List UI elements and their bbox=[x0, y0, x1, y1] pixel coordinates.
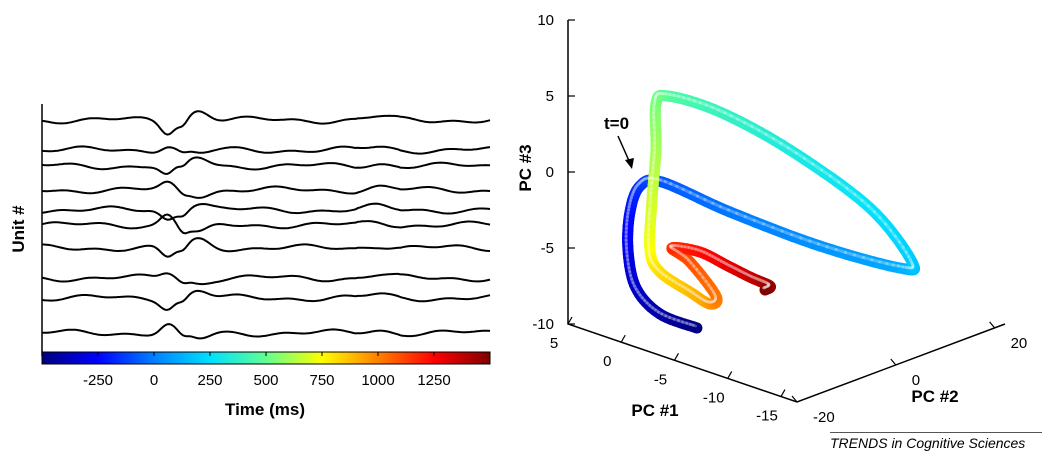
time-axis-label: Time (ms) bbox=[225, 400, 305, 419]
pc2-tick-label: 20 bbox=[1011, 335, 1028, 352]
t0-arrowhead bbox=[625, 158, 634, 169]
unit-traces bbox=[42, 111, 490, 338]
pc2-tick-mark bbox=[891, 359, 896, 365]
time-tick-label: 750 bbox=[309, 372, 334, 389]
pc1-tick-mark bbox=[621, 335, 625, 342]
time-tick-label: 1250 bbox=[417, 372, 450, 389]
unit-trace bbox=[42, 215, 490, 234]
pc1-tick-mark bbox=[728, 371, 732, 378]
pc1-tick-label: 0 bbox=[603, 353, 611, 370]
pc3-tick-label: 5 bbox=[546, 88, 554, 105]
t0-annotation: t=0 bbox=[604, 114, 629, 133]
pc1-tick-label: 5 bbox=[550, 335, 558, 352]
unit-trace bbox=[42, 111, 490, 134]
unit-axis-label: Unit # bbox=[9, 205, 28, 253]
unit-trace bbox=[42, 146, 490, 153]
time-tick-label: 250 bbox=[197, 372, 222, 389]
pc1-tick-label: -5 bbox=[654, 371, 667, 388]
pc1-tick-mark bbox=[674, 353, 678, 360]
pc1-tick-label: -10 bbox=[703, 389, 725, 406]
pca-trajectory-panel: 10 5 0 -5 -10 5 0 -5 -10 -15 200-20 t=0 PC #3 PC… bbox=[516, 12, 1027, 426]
unit-trace bbox=[42, 273, 490, 284]
pc1-tick-label: -15 bbox=[756, 408, 778, 425]
t0-arrow bbox=[618, 136, 630, 163]
pc2-tick-mark bbox=[990, 322, 995, 328]
pc2-tick-label: -20 bbox=[813, 409, 835, 426]
raster-panel: -250 0 250 500 750 1000 1250 Time (ms) Unit # bbox=[9, 104, 490, 419]
unit-trace bbox=[42, 324, 490, 338]
pc1-axis-label: PC #1 bbox=[631, 401, 678, 420]
time-tick-label: 1000 bbox=[361, 372, 394, 389]
pc3-tick-label: -10 bbox=[532, 316, 554, 333]
pc3-tick-label: -5 bbox=[541, 240, 554, 257]
time-tick-label: -250 bbox=[83, 372, 113, 389]
pc3-tick-label: 0 bbox=[546, 164, 554, 181]
unit-trace bbox=[42, 238, 490, 257]
unit-trace bbox=[42, 182, 490, 198]
pc3-tick-label: 10 bbox=[537, 12, 554, 29]
time-tick-label: 500 bbox=[253, 372, 278, 389]
trajectory-tube bbox=[626, 93, 914, 328]
pc3-axis-label: PC #3 bbox=[516, 144, 535, 191]
unit-trace bbox=[42, 204, 490, 220]
pc2-axis-label: PC #2 bbox=[911, 387, 958, 406]
unit-trace bbox=[42, 157, 490, 174]
time-tick-label: 0 bbox=[150, 372, 158, 389]
pc1-tick-mark bbox=[781, 390, 785, 397]
journal-credit: TRENDS in Cognitive Sciences bbox=[830, 432, 1042, 451]
unit-trace bbox=[42, 291, 490, 310]
pc2-ticks: 200-20 bbox=[792, 322, 1027, 426]
